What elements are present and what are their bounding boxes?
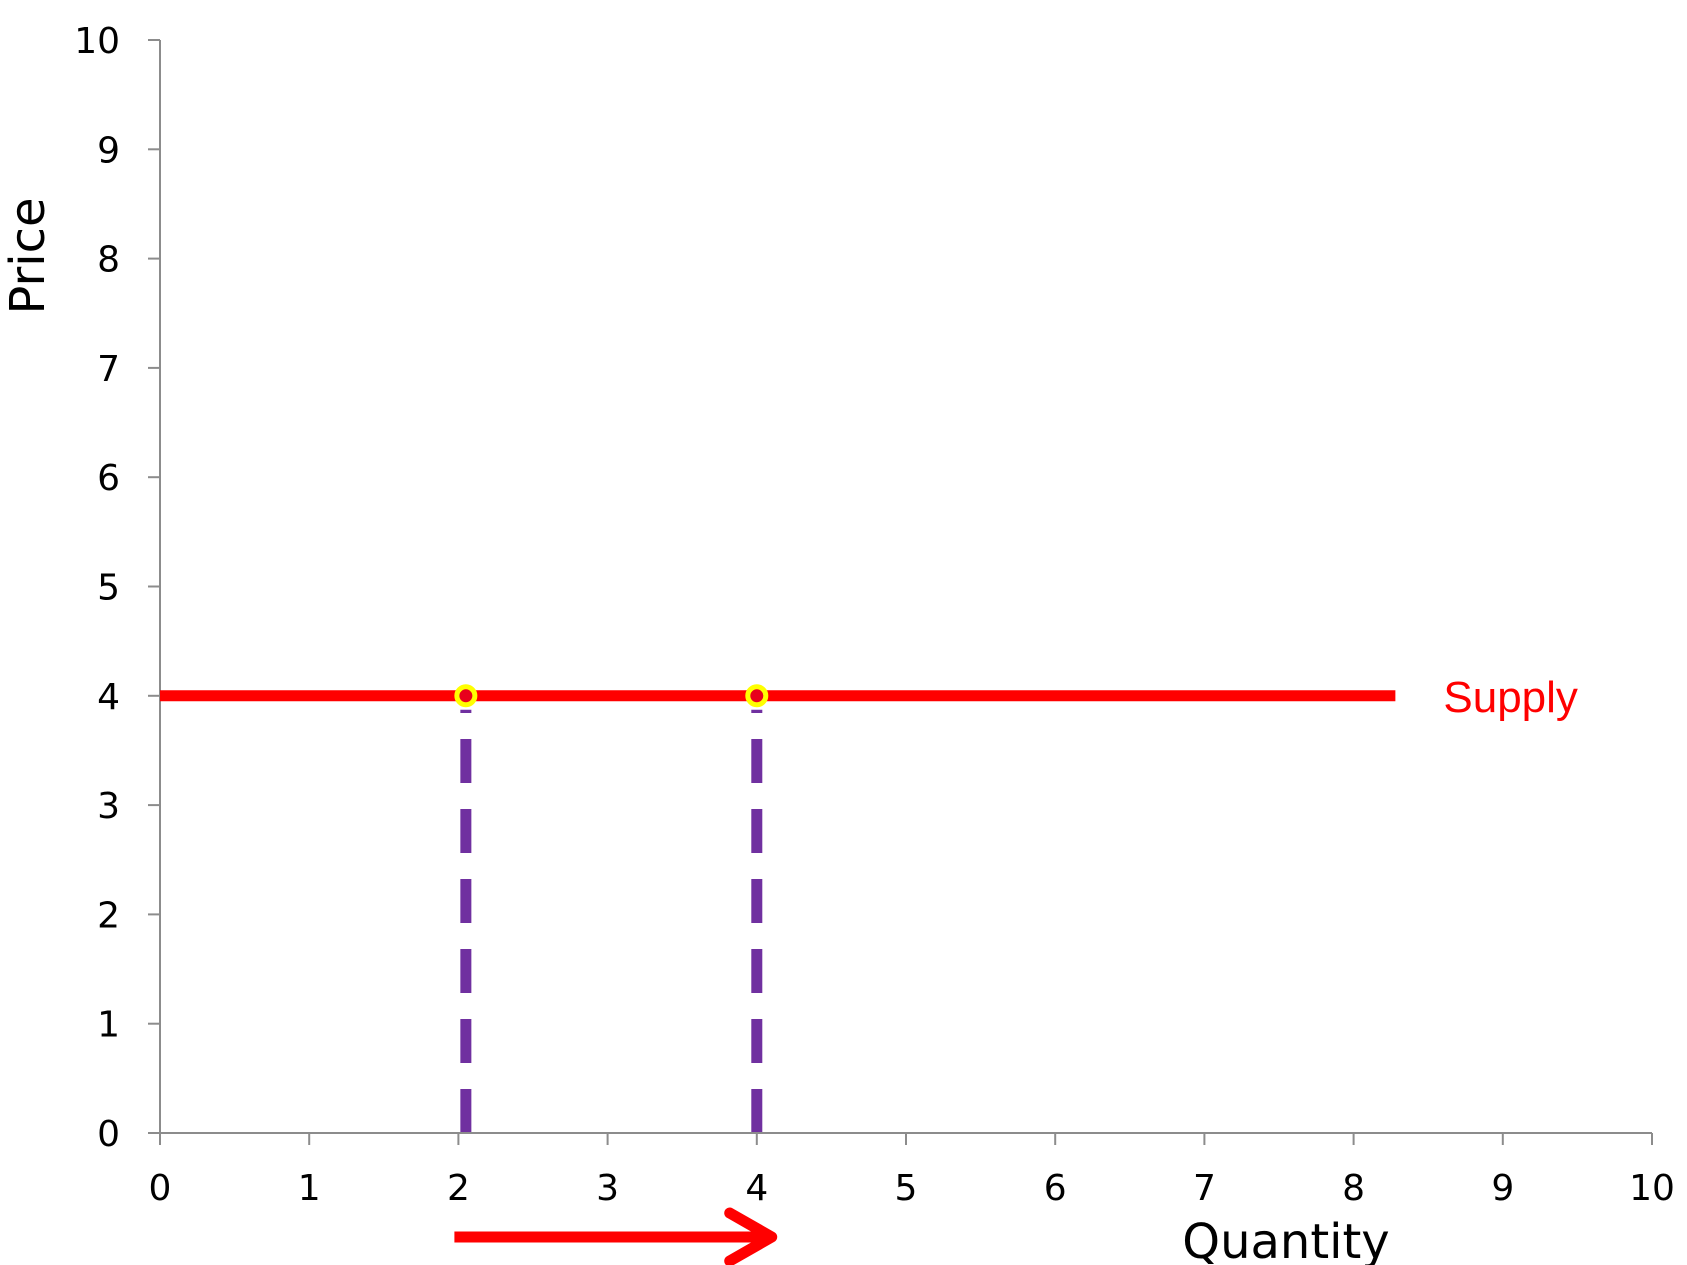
y-tick-label: 9: [97, 130, 120, 171]
y-tick-label: 3: [97, 786, 120, 827]
x-tick-label: 3: [596, 1168, 619, 1209]
series-layer: Supply: [160, 673, 1578, 722]
y-tick-label: 0: [97, 1114, 120, 1155]
x-axis-title: Quantity: [1182, 1214, 1389, 1265]
x-tick-label: 8: [1342, 1168, 1365, 1209]
x-tick-label: 4: [745, 1168, 768, 1209]
x-tick-label: 5: [895, 1168, 918, 1209]
y-tick-label: 8: [97, 240, 120, 281]
y-axis-title: Price: [0, 197, 56, 314]
x-tick-label: 9: [1491, 1168, 1514, 1209]
axes-layer: 0 1 2 3 4 5 6 7 8 9 10 0 1 2 3 4 5 6 7 8 9 10: [74, 21, 1675, 1209]
y-tick-label: 5: [97, 568, 120, 609]
x-tick-label: 7: [1193, 1168, 1216, 1209]
x-tick-label: 6: [1044, 1168, 1067, 1209]
x-tick-label: 2: [447, 1168, 470, 1209]
shift-arrow-head: [724, 1207, 778, 1265]
y-tick-label: 6: [97, 458, 120, 499]
labels-layer: Price Quantity: [0, 197, 1390, 1265]
y-tick-label: 4: [97, 677, 120, 718]
x-tick-label: 10: [1629, 1168, 1675, 1209]
y-tick-label: 2: [97, 895, 120, 936]
y-tick-label: 1: [97, 1005, 120, 1046]
marked-point: [454, 684, 478, 708]
y-tick-label: 7: [97, 349, 120, 390]
shift-arrow-layer: [454, 1207, 778, 1265]
guide-lines-layer: [460, 709, 763, 1133]
marked-points-layer: [454, 684, 769, 708]
x-tick-label: 0: [149, 1168, 172, 1209]
supply-label: Supply: [1443, 673, 1578, 722]
marked-point: [745, 684, 769, 708]
x-tick-label: 1: [298, 1168, 321, 1209]
y-tick-label: 10: [74, 21, 120, 62]
